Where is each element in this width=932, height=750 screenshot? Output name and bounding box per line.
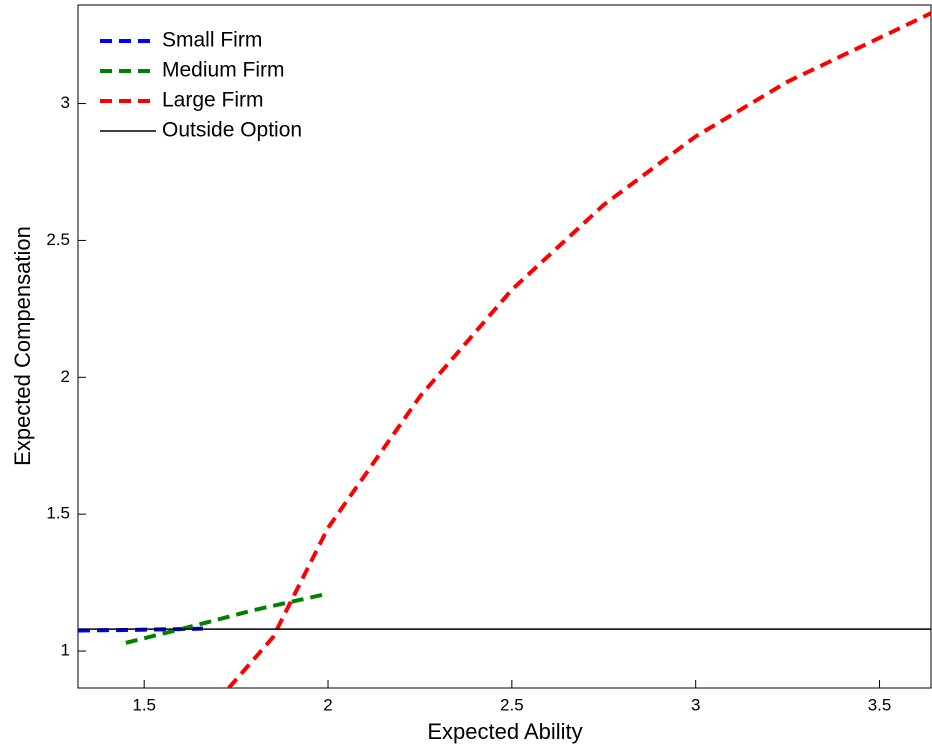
x-axis-label: Expected Ability	[427, 719, 582, 744]
x-tick-label: 2.5	[500, 695, 524, 714]
lines	[78, 11, 932, 688]
x-tick-label: 2	[323, 695, 332, 714]
series-line	[227, 11, 932, 688]
y-tick-label: 3	[61, 93, 70, 112]
legend-label: Medium Firm	[162, 59, 285, 82]
series-line	[125, 591, 329, 645]
x-tick-label: 1.5	[132, 695, 156, 714]
y-axis-label: Expected Compensation	[10, 226, 35, 466]
legend-label: Small Firm	[162, 29, 262, 52]
legend-label: Large Firm	[162, 89, 264, 112]
x-tick-label: 3	[691, 695, 700, 714]
y-tick-label: 2	[61, 367, 70, 386]
x-tick-label: 3.5	[868, 695, 892, 714]
y-tick-label: 1.5	[46, 504, 70, 523]
y-tick-label: 1	[61, 641, 70, 660]
legend-label: Outside Option	[162, 119, 302, 142]
y-tick-label: 2.5	[46, 230, 70, 249]
plot-area	[77, 4, 932, 689]
